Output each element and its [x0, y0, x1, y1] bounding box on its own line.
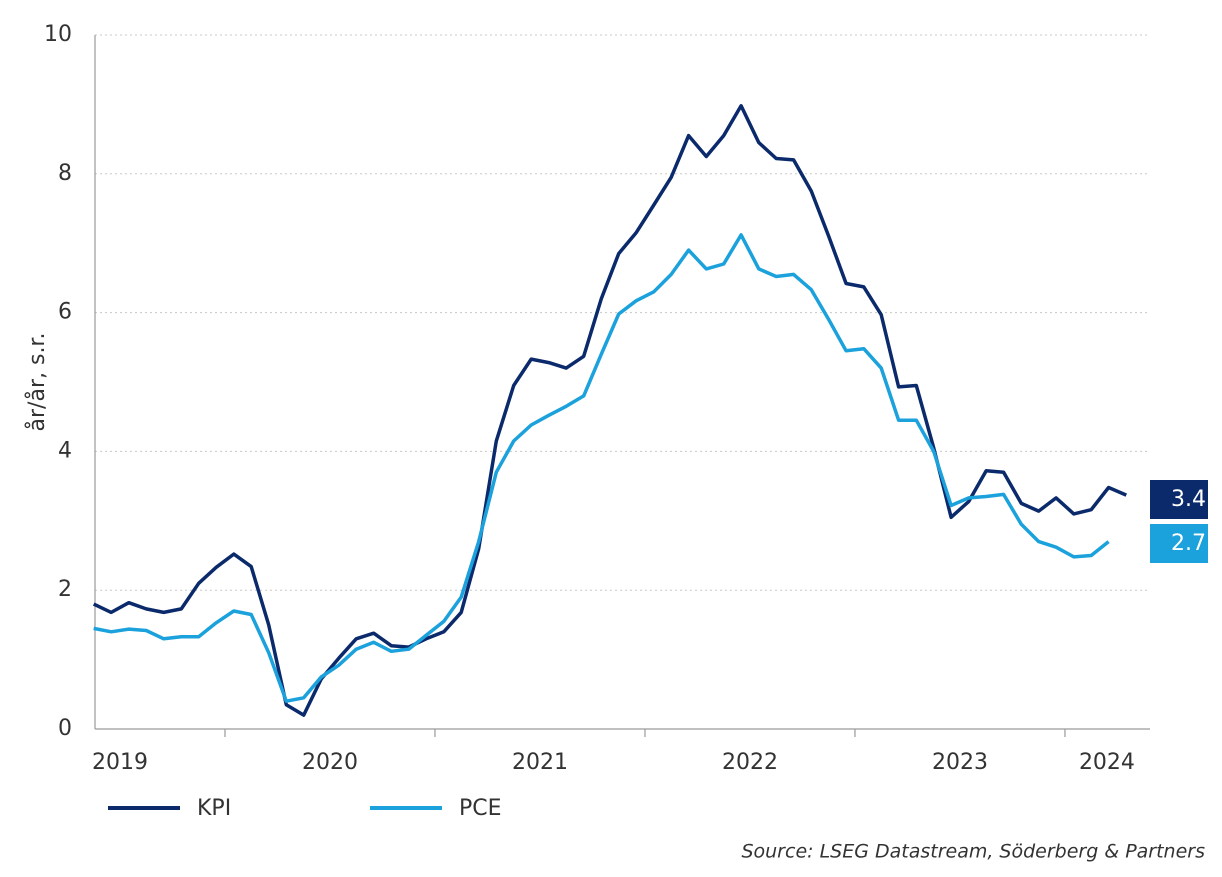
- end-label: 2.7: [1171, 531, 1206, 556]
- y-axis-label: år/år, s.r.: [24, 333, 50, 432]
- end-label: 3.4: [1171, 487, 1206, 512]
- x-tick-label: 2019: [92, 750, 148, 775]
- legend-label: KPI: [197, 796, 231, 821]
- y-tick-label: 2: [58, 577, 72, 602]
- end-label-box: [1150, 524, 1208, 563]
- y-tick-label: 4: [58, 438, 72, 463]
- y-tick-label: 6: [58, 300, 72, 325]
- x-tick-label: 2023: [932, 750, 988, 775]
- end-label-box: [1150, 480, 1208, 519]
- x-tick-label: 2021: [512, 750, 568, 775]
- y-tick-label: 10: [44, 22, 72, 47]
- x-tick-label: 2024: [1079, 750, 1135, 775]
- y-tick-label: 8: [58, 161, 72, 186]
- x-tick-label: 2022: [722, 750, 778, 775]
- y-tick-label: 0: [58, 716, 72, 741]
- x-tick-label: 2020: [302, 750, 358, 775]
- series-line: [92, 104, 1127, 717]
- source: Source: LSEG Datastream, Söderberg & Par…: [741, 841, 1205, 863]
- legend-label: PCE: [459, 796, 502, 821]
- series-line: [93, 233, 1110, 703]
